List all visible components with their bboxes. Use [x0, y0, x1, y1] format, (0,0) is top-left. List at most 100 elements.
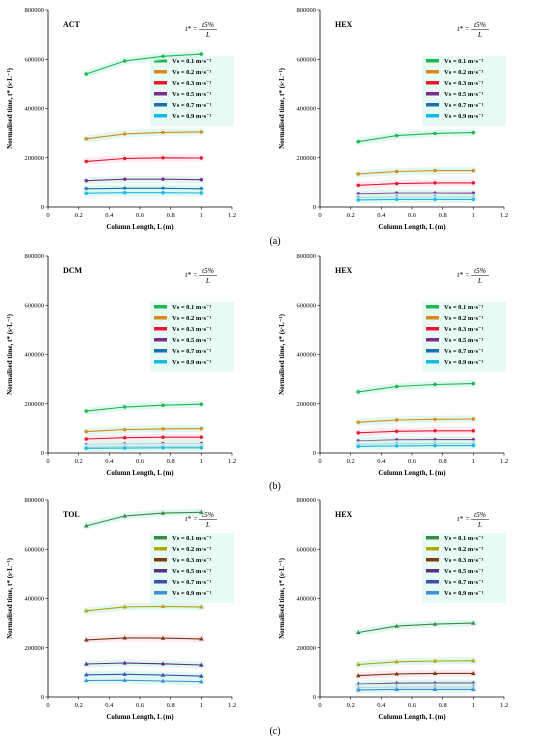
series-line — [86, 679, 202, 683]
data-point — [433, 168, 437, 173]
series-line — [358, 445, 474, 447]
formula-denominator: L — [205, 520, 210, 529]
y-tick-label: 200000 — [25, 401, 45, 408]
legend-swatch — [154, 316, 167, 320]
data-point — [161, 177, 165, 181]
data-point — [356, 444, 360, 449]
data-point — [395, 181, 399, 186]
y-tick-label: 0 — [41, 204, 44, 211]
data-point — [123, 436, 127, 440]
legend-entry: Vs = 0.5 m·s⁻¹ — [172, 337, 211, 344]
data-point — [160, 510, 166, 515]
series-line — [86, 662, 202, 666]
x-tick-label: 0 — [318, 212, 321, 219]
legend-entry: Vs = 0.9 m·s⁻¹ — [172, 113, 211, 120]
legend-swatch — [426, 558, 439, 562]
legend-swatch — [154, 59, 167, 63]
panel-title: DCM — [63, 266, 83, 275]
y-axis-title: Normalised time, t* (s·L⁻¹) — [278, 557, 286, 639]
data-point — [122, 604, 127, 609]
chart-panel-5: 0 0.2 0.4 0.6 0.8 1 1.2 0 200000 400000 600000 8000… — [6, 497, 236, 721]
panel-title: HEX — [335, 510, 353, 519]
series-line — [86, 131, 202, 140]
x-tick-label: 0.4 — [377, 212, 386, 219]
series-line — [86, 187, 202, 190]
data-point — [199, 636, 204, 641]
legend-swatch — [154, 349, 167, 353]
data-point — [123, 405, 127, 409]
x-tick-label: 0 — [318, 702, 321, 709]
legend-swatch — [154, 103, 167, 107]
legend-swatch — [154, 305, 167, 309]
data-point — [84, 661, 89, 666]
series-line — [358, 198, 474, 201]
data-point — [356, 172, 360, 176]
data-point — [432, 621, 438, 626]
legend-swatch — [154, 547, 167, 551]
data-point — [432, 658, 438, 663]
x-tick-label: 1 — [472, 458, 475, 465]
x-axis-title: Column Length, L (m) — [378, 223, 446, 231]
data-point — [471, 443, 475, 448]
data-point — [356, 673, 361, 678]
series-line — [86, 178, 202, 182]
x-tick-label: 0.8 — [167, 212, 175, 219]
x-tick-label: 1.2 — [228, 702, 236, 709]
y-tick-label: 800000 — [25, 253, 45, 260]
legend-entry: Vs = 0.9 m·s⁻¹ — [444, 359, 483, 366]
formula-numerator: t5% — [202, 266, 214, 275]
data-point — [471, 620, 476, 625]
series-line — [86, 53, 202, 75]
data-point — [161, 130, 165, 135]
y-tick-label: 800000 — [25, 497, 45, 504]
data-point — [432, 687, 438, 691]
series-glow — [354, 380, 477, 396]
panel-title: HEX — [335, 20, 353, 29]
formula-numerator: t5% — [474, 20, 486, 29]
formula-lhs: t* = — [457, 514, 470, 523]
legend-swatch — [426, 92, 439, 96]
data-point — [199, 191, 203, 195]
x-axis-title: Column Length, L (m) — [106, 469, 174, 477]
legend-swatch — [154, 70, 167, 74]
data-point — [123, 191, 127, 195]
data-point — [84, 678, 89, 683]
legend-swatch — [426, 536, 439, 540]
data-point — [160, 661, 166, 666]
x-tick-label: 1 — [200, 212, 203, 219]
x-tick-label: 1.2 — [500, 458, 508, 465]
data-point — [161, 435, 165, 439]
legend-entry: Vs = 0.1 m·s⁻¹ — [444, 58, 483, 65]
x-tick-label: 0.8 — [167, 458, 175, 465]
legend-swatch — [426, 59, 439, 63]
legend-entry: Vs = 0.5 m·s⁻¹ — [444, 568, 483, 575]
data-point — [356, 420, 360, 424]
data-point — [122, 671, 127, 676]
formula-denominator: L — [205, 30, 210, 39]
data-point — [84, 523, 89, 528]
legend-swatch — [154, 569, 167, 573]
legend-swatch — [426, 338, 439, 342]
data-point — [123, 427, 127, 432]
series-line — [86, 673, 202, 677]
legend-entry: Vs = 0.1 m·s⁻¹ — [444, 535, 483, 542]
x-tick-label: 1 — [472, 702, 475, 709]
legend-entry: Vs = 0.9 m·s⁻¹ — [444, 590, 483, 597]
data-point — [122, 513, 127, 518]
row-label-c: (c) — [269, 726, 280, 737]
x-tick-label: 0.6 — [136, 702, 145, 709]
data-point — [161, 54, 165, 58]
data-point — [122, 635, 127, 640]
chart-panel-1: 0 0.2 0.4 0.6 0.8 1 1.2 0 200000 400000 600000 8000… — [6, 7, 236, 231]
data-point — [161, 427, 165, 431]
formula-lhs: t* = — [457, 24, 470, 33]
legend-entry: Vs = 0.3 m·s⁻¹ — [444, 80, 483, 87]
data-point — [395, 133, 399, 138]
y-tick-label: 0 — [313, 450, 316, 457]
legend-swatch — [426, 591, 439, 595]
data-point — [199, 402, 203, 406]
data-point — [395, 429, 399, 433]
chart-panel-3: 0 0.2 0.4 0.6 0.8 1 1.2 0 200000 400000 600000 8000… — [6, 253, 236, 477]
legend-entry: Vs = 0.7 m·s⁻¹ — [444, 579, 483, 586]
